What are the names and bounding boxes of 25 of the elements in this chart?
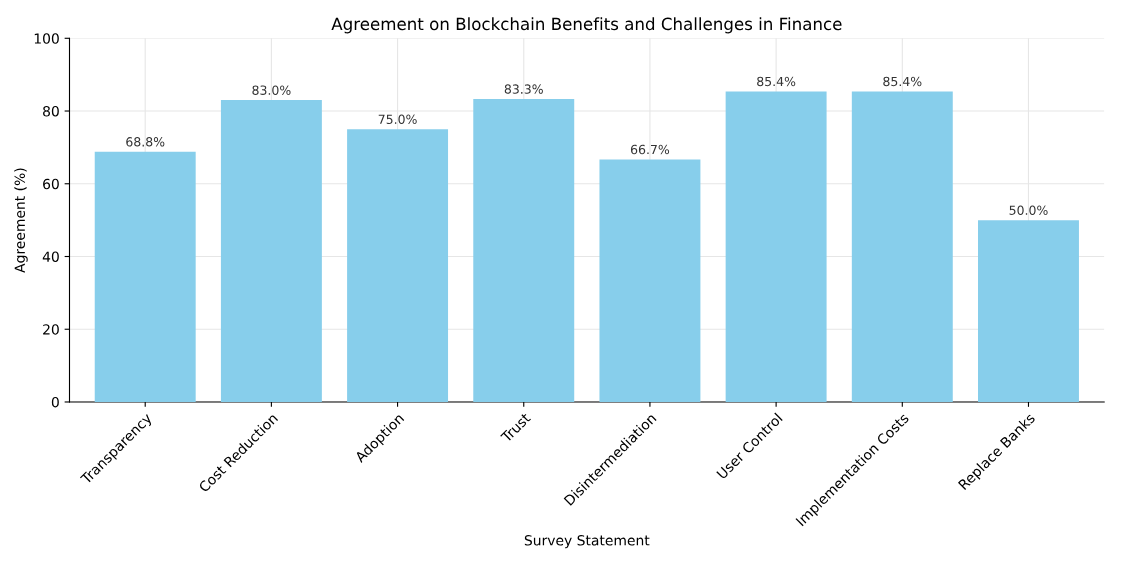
bar bbox=[220, 100, 322, 402]
y-tick-label: 20 bbox=[43, 324, 59, 335]
bar bbox=[851, 91, 953, 402]
y-tick-label: 80 bbox=[43, 105, 59, 117]
data-label: 85.4% bbox=[883, 76, 922, 87]
y-tick-label: 0 bbox=[51, 396, 59, 408]
bar bbox=[978, 220, 1079, 402]
y-tick-label: 60 bbox=[43, 178, 59, 190]
bar bbox=[599, 159, 701, 402]
bar bbox=[725, 91, 827, 402]
data-label: 66.7% bbox=[630, 144, 670, 155]
data-label: 85.4% bbox=[757, 76, 796, 87]
x-axis-title: Survey Statement bbox=[524, 535, 650, 549]
y-tick-label: 100 bbox=[34, 33, 59, 44]
data-label: 75.0% bbox=[378, 114, 417, 125]
data-label: 50.0% bbox=[1009, 205, 1048, 215]
data-label: 83.0% bbox=[252, 85, 291, 95]
data-label: 83.3% bbox=[504, 84, 543, 94]
bar bbox=[94, 151, 196, 402]
bar bbox=[473, 99, 575, 402]
y-tick-label: 40 bbox=[42, 251, 59, 262]
chart-title: Agreement on Blockchain Benefits and Challenges in Finance bbox=[331, 17, 842, 34]
y-axis-title: Agreement (%) bbox=[14, 168, 28, 273]
bar bbox=[347, 129, 449, 402]
data-label: 68.8% bbox=[126, 137, 165, 147]
